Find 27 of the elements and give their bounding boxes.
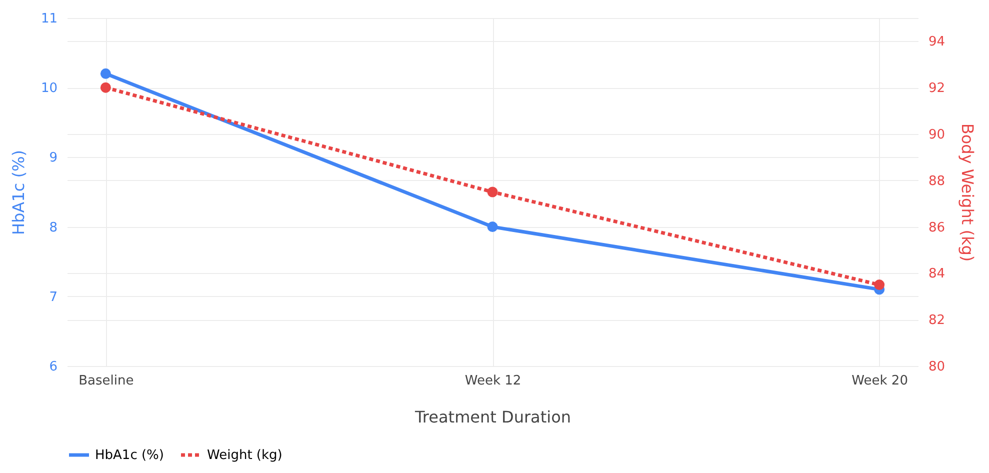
y2-tick-label: 88: [928, 174, 946, 189]
y2-tick-label: 86: [928, 220, 946, 236]
x-axis-title: Treatment Duration: [414, 408, 571, 426]
x-tick-label: Week 20: [852, 374, 908, 388]
y2-tick-label: 92: [928, 81, 946, 96]
point: [100, 82, 111, 93]
point: [487, 186, 498, 198]
y2-tick-label: 94: [928, 34, 946, 50]
y-tick-label: 10: [40, 81, 58, 96]
point: [100, 68, 111, 79]
y-axis-title: HbA1c (%): [8, 150, 28, 235]
y-tick-label: 7: [49, 290, 58, 305]
y-tick-label: 8: [49, 220, 58, 236]
y-tick-label: 6: [49, 360, 58, 374]
x-tick-label: Baseline: [78, 374, 134, 388]
y2-axis-title: Body Weight (kg): [958, 123, 978, 262]
legend-label: HbA1c (%): [95, 448, 164, 463]
y2-tick-label: 84: [928, 266, 946, 282]
y-tick-label: 9: [49, 150, 58, 166]
y2-tick-label: 80: [928, 360, 946, 374]
point: [874, 280, 885, 290]
x-tick-label: Week 12: [464, 374, 522, 388]
y-tick-label: 11: [40, 12, 58, 26]
legend-label: Weight (kg): [207, 448, 282, 463]
y2-tick-label: 90: [928, 128, 946, 142]
y2-tick-label: 82: [928, 313, 946, 328]
point: [487, 222, 498, 232]
